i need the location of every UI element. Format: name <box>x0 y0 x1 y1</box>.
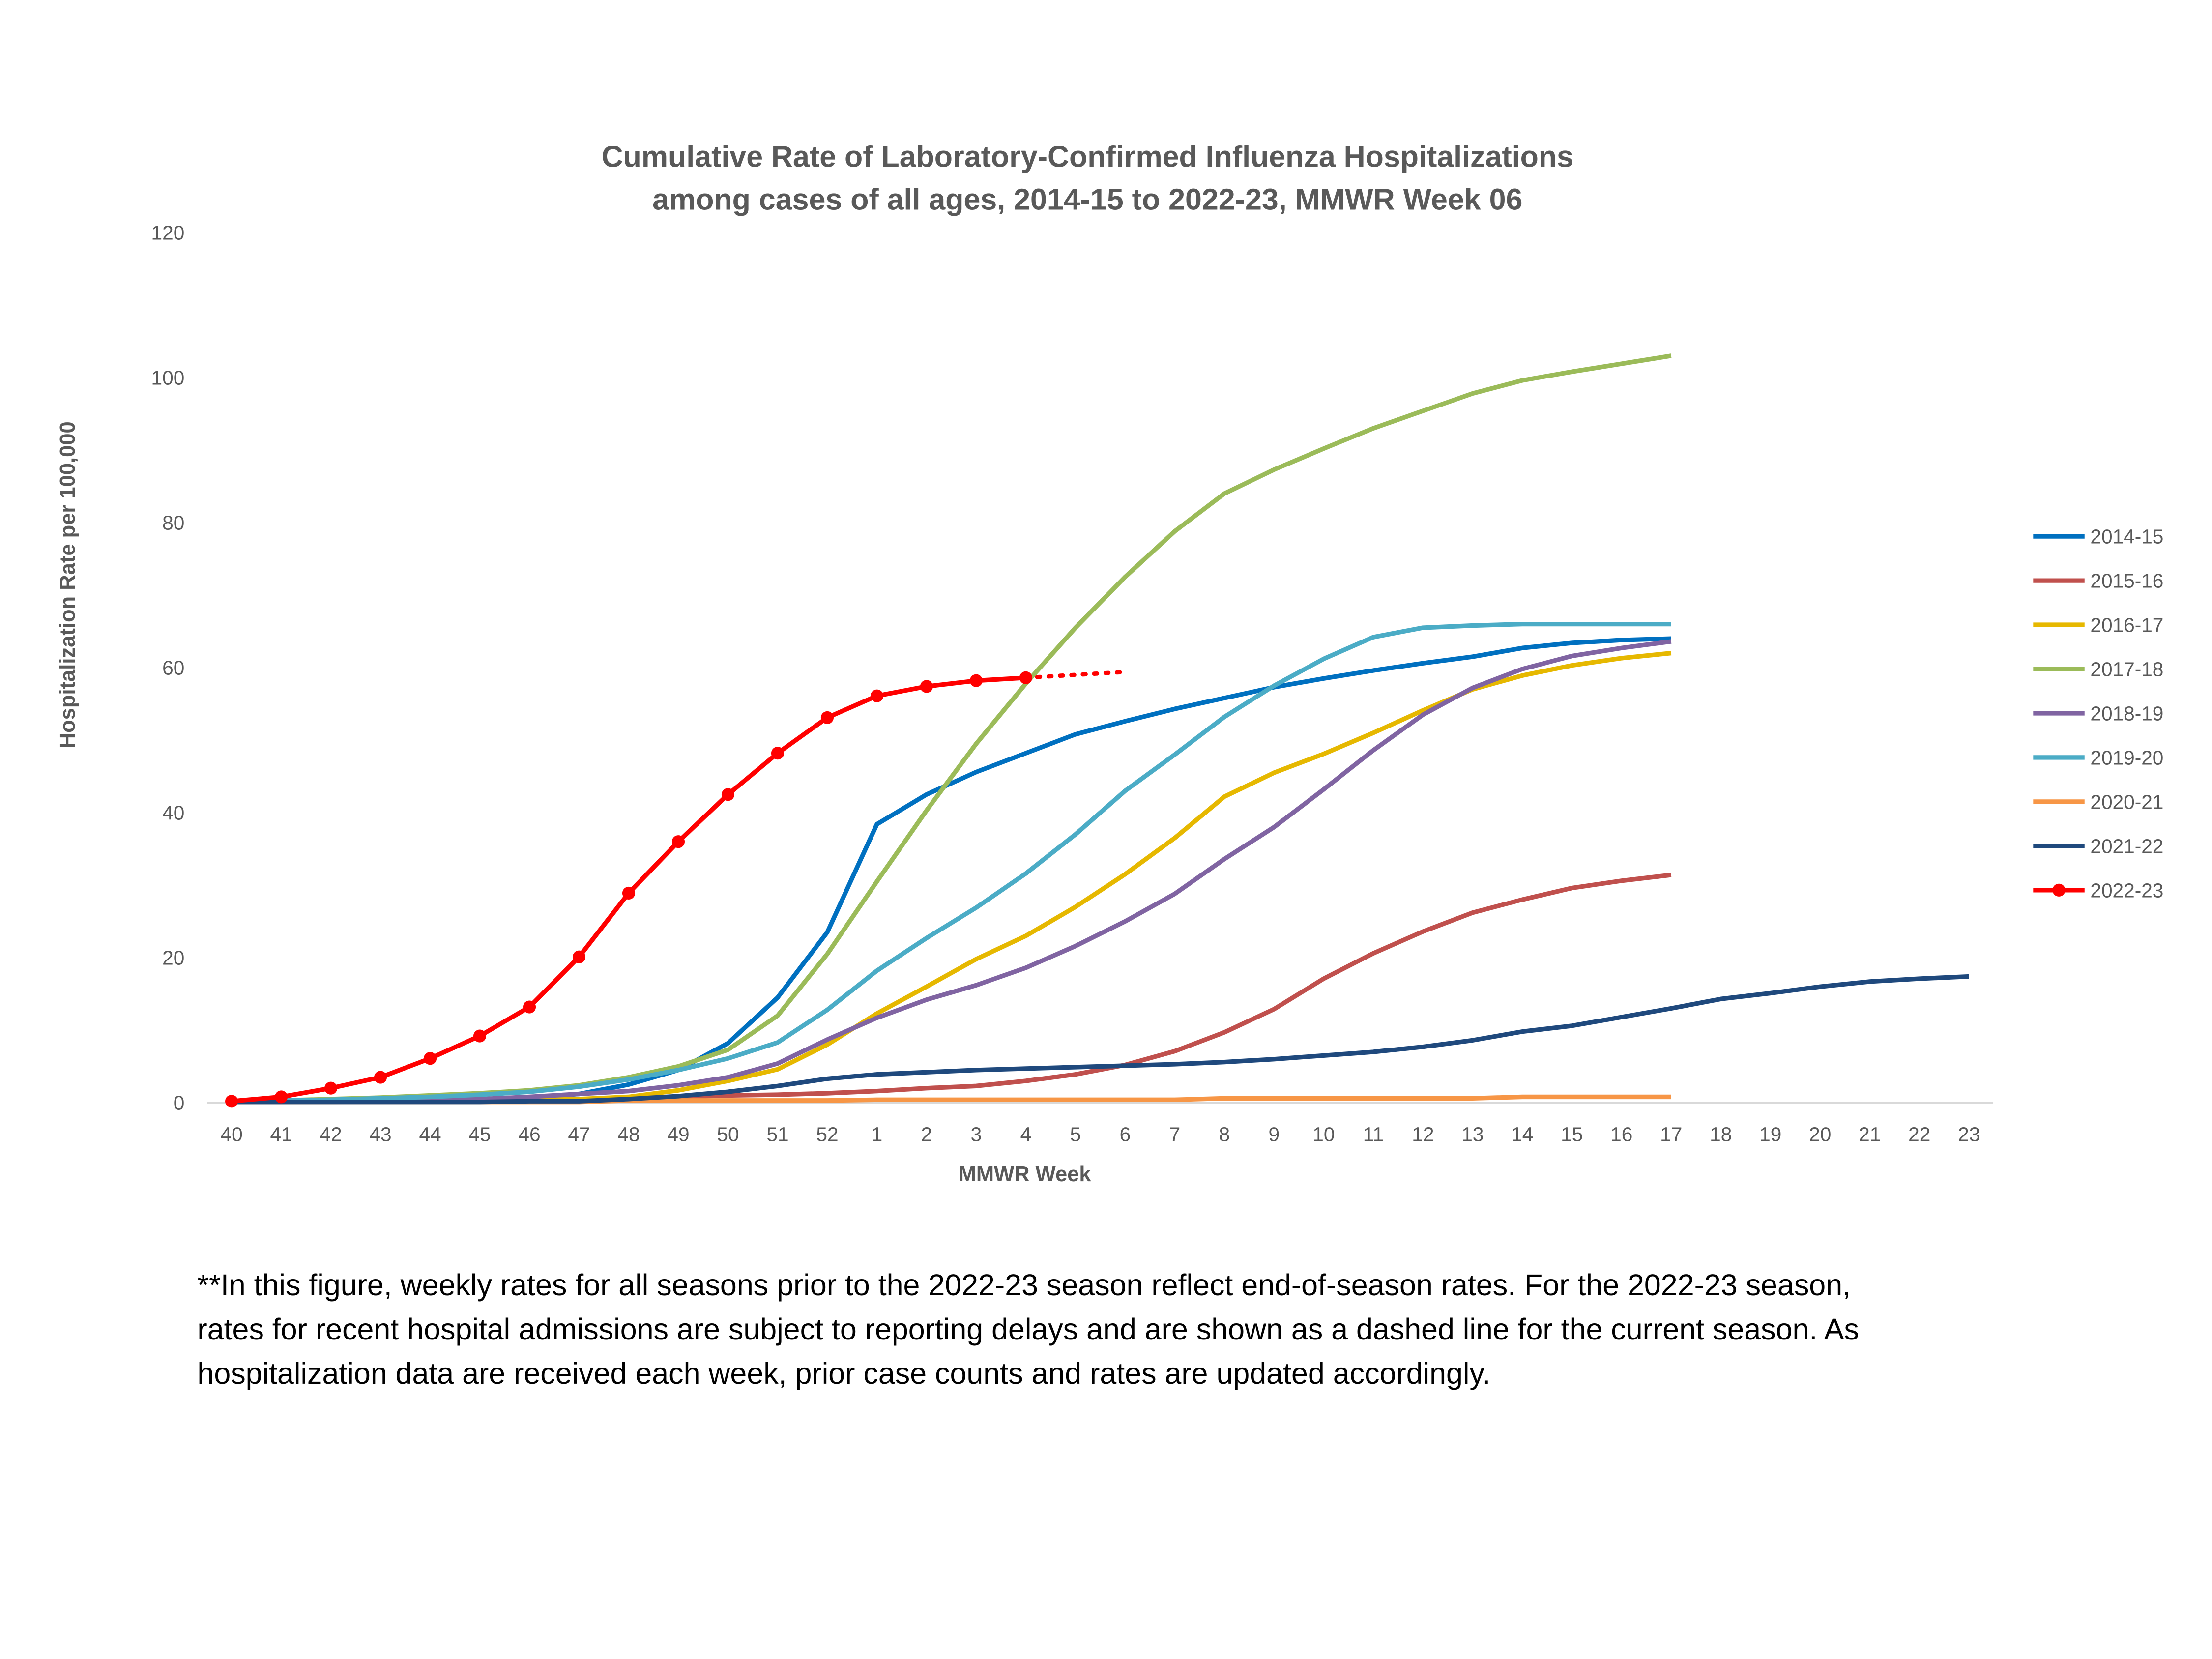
legend-label: 2016-17 <box>2090 614 2163 637</box>
y-tick-label: 100 <box>151 367 185 389</box>
x-tick-label: 52 <box>816 1123 838 1146</box>
x-tick-label: 13 <box>1461 1123 1484 1146</box>
x-tick-label: 47 <box>568 1123 590 1146</box>
x-tick-label: 11 <box>1363 1123 1384 1146</box>
footnote-line-2: rates for recent hospital admissions are… <box>197 1312 1859 1346</box>
x-tick-label: 43 <box>369 1123 391 1146</box>
x-tick-label: 46 <box>518 1123 540 1146</box>
y-tick-label: 60 <box>162 657 184 679</box>
x-tick-label: 45 <box>468 1123 491 1146</box>
series-lines <box>225 353 1969 1108</box>
data-point-2022-23 <box>572 950 586 963</box>
y-axis-label: Hospitalization Rate per 100,000 <box>56 421 80 748</box>
data-point-2022-23 <box>969 674 983 687</box>
data-point-2022-23 <box>423 1052 437 1065</box>
chart-title-line-1: Cumulative Rate of Laboratory-Confirmed … <box>602 140 1573 174</box>
data-point-2022-23 <box>275 1090 288 1104</box>
legend-label: 2018-19 <box>2090 702 2163 725</box>
footnote-line-1: **In this figure, weekly rates for all s… <box>197 1268 1851 1302</box>
x-tick-label: 4 <box>1020 1123 1032 1146</box>
x-axis-ticks: 40 41 42 43 44 45 46 47 48 49 50 51 52 1 2 3 4 5 6 7 8 9 10 11 1… <box>221 1123 1980 1146</box>
x-tick-label: 23 <box>1958 1123 1980 1146</box>
legend-label: 2014-15 <box>2090 525 2163 548</box>
legend: 2014-15 2015-16 2016-17 2017-18 2018-19 2019-… <box>2033 525 2163 902</box>
data-point-2022-23 <box>374 1071 387 1084</box>
legend-label: 2022-23 <box>2090 879 2163 902</box>
data-point-2022-23 <box>671 835 685 848</box>
x-tick-label: 21 <box>1859 1123 1881 1146</box>
footnote-line-3: hospitalization data are received each w… <box>197 1357 1490 1390</box>
x-tick-label: 42 <box>320 1123 342 1146</box>
data-point-2022-23 <box>870 689 884 702</box>
series-line-2015-16 <box>232 873 1672 1105</box>
x-tick-label: 18 <box>1710 1123 1732 1146</box>
x-tick-label: 19 <box>1759 1123 1781 1146</box>
series-line-2017-18 <box>232 353 1672 1104</box>
data-point-2022-23 <box>622 886 636 900</box>
x-tick-label: 7 <box>1169 1123 1181 1146</box>
data-point-2022-23 <box>820 711 834 724</box>
x-tick-label: 22 <box>1908 1123 1930 1146</box>
x-tick-label: 5 <box>1070 1123 1081 1146</box>
series-line-2014-15 <box>232 636 1671 1105</box>
x-tick-label: 49 <box>667 1123 689 1146</box>
legend-label: 2020-21 <box>2090 790 2163 813</box>
x-tick-label: 1 <box>872 1123 883 1146</box>
y-axis-ticks: 0 20 40 60 80 100 120 <box>151 222 185 1114</box>
x-tick-label: 17 <box>1660 1123 1682 1146</box>
data-point-2022-23 <box>225 1095 238 1108</box>
series-line-2018-19 <box>232 639 1672 1105</box>
data-point-2022-23 <box>771 747 785 760</box>
y-tick-label: 40 <box>162 802 184 824</box>
data-point-2022-23 <box>721 788 735 801</box>
legend-label: 2019-20 <box>2090 746 2163 769</box>
x-tick-label: 50 <box>717 1123 739 1146</box>
x-tick-label: 40 <box>221 1123 243 1146</box>
y-tick-label: 20 <box>162 947 184 969</box>
series-line-2021-22 <box>232 974 1969 1105</box>
series-line-2019-20 <box>232 621 1671 1104</box>
data-point-2022-23 <box>324 1081 338 1095</box>
x-axis-label: MMWR Week <box>959 1163 1092 1186</box>
data-point-2022-23 <box>473 1029 487 1043</box>
x-tick-label: 9 <box>1269 1123 1280 1146</box>
legend-marker <box>2052 883 2066 897</box>
x-tick-label: 14 <box>1511 1123 1533 1146</box>
x-tick-label: 41 <box>270 1123 292 1146</box>
y-tick-label: 80 <box>162 512 184 534</box>
legend-label: 2017-18 <box>2090 658 2163 681</box>
x-tick-label: 20 <box>1809 1123 1831 1146</box>
x-tick-label: 8 <box>1219 1123 1230 1146</box>
x-tick-label: 51 <box>766 1123 788 1146</box>
x-tick-label: 15 <box>1561 1123 1583 1146</box>
x-tick-label: 10 <box>1312 1123 1335 1146</box>
data-point-2022-23 <box>1019 671 1032 684</box>
y-tick-label: 0 <box>174 1092 185 1114</box>
data-point-2022-23 <box>523 1000 536 1014</box>
y-tick-label: 120 <box>151 222 185 244</box>
legend-label: 2015-16 <box>2090 570 2163 592</box>
series-line-2016-17 <box>232 651 1672 1105</box>
series-dashed-line-2022-23 <box>1023 669 1128 680</box>
x-tick-label: 2 <box>921 1123 932 1146</box>
x-tick-label: 12 <box>1412 1123 1434 1146</box>
x-tick-label: 6 <box>1120 1123 1131 1146</box>
x-tick-label: 48 <box>617 1123 640 1146</box>
x-tick-label: 16 <box>1610 1123 1632 1146</box>
x-tick-label: 44 <box>419 1123 441 1146</box>
chart-title-line-2: among cases of all ages, 2014-15 to 2022… <box>652 183 1522 216</box>
x-tick-label: 3 <box>971 1123 982 1146</box>
legend-label: 2021-22 <box>2090 835 2163 857</box>
data-point-2022-23 <box>920 680 933 693</box>
